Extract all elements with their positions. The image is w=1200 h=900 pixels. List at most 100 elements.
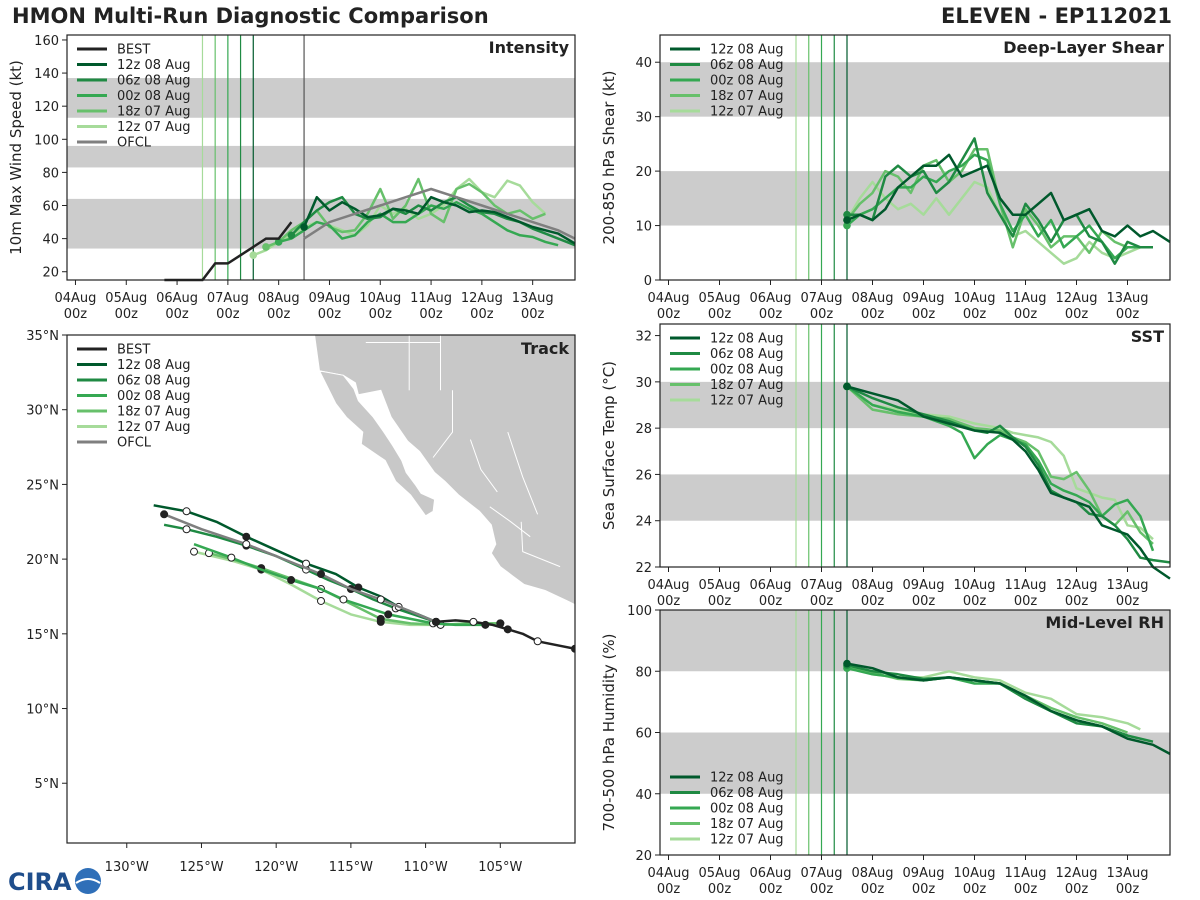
init-point-06z-08-aug: [287, 231, 296, 240]
init-point-00z-08-aug: [274, 238, 283, 246]
lat-tick-label: 35°N: [26, 329, 59, 344]
x-tick-label-day: 04Aug: [648, 578, 690, 593]
y-tick-label: 0: [644, 274, 652, 289]
x-tick-label-hour: 00z: [1014, 594, 1038, 609]
x-tick-label-hour: 00z: [657, 307, 681, 322]
lon-tick-label: 125°W: [179, 860, 223, 875]
x-tick-label-day: 10Aug: [359, 291, 401, 306]
x-tick-label-hour: 00z: [912, 882, 936, 897]
panel-frame: [66, 334, 576, 844]
x-tick-label-hour: 00z: [861, 307, 885, 322]
x-tick-label-day: 09Aug: [903, 291, 945, 306]
x-tick-label-hour: 00z: [165, 307, 189, 322]
x-tick-label-day: 07Aug: [801, 866, 843, 881]
x-tick-label-hour: 00z: [1116, 594, 1140, 609]
x-tick-label-day: 05Aug: [105, 291, 147, 306]
legend-label-00z-08-aug: 00z 08 Aug: [710, 363, 784, 378]
legend-label-06z-08-aug: 06z 08 Aug: [710, 347, 784, 362]
series-line-06z-08-aug: [846, 385, 1171, 564]
x-tick-label-day: 12Aug: [1056, 578, 1098, 593]
x-tick-label-day: 08Aug: [852, 866, 894, 881]
legend-label-00z-08-aug: 00z 08 Aug: [710, 74, 784, 89]
legend-label-18z-07-aug: 18z 07 Aug: [117, 105, 191, 120]
track-point-ofcl: [317, 570, 325, 579]
x-tick-label-hour: 00z: [470, 307, 494, 322]
legend-label-00z-08-aug: 00z 08 Aug: [117, 389, 191, 404]
x-tick-label-hour: 00z: [963, 307, 987, 322]
legend-label-best: BEST: [117, 43, 150, 58]
x-tick-label-hour: 00z: [708, 882, 732, 897]
x-tick-label-hour: 00z: [1065, 307, 1089, 322]
track-point-06z-08-aug: [182, 525, 191, 534]
x-tick-label-hour: 00z: [708, 307, 732, 322]
x-tick-label-hour: 00z: [369, 307, 393, 322]
y-tick-label: 160: [34, 34, 59, 49]
x-tick-label-hour: 00z: [708, 594, 732, 609]
x-tick-label-day: 10Aug: [954, 866, 996, 881]
y-tick-label: 26: [635, 468, 652, 483]
state-border: [432, 390, 453, 458]
panel-title: Deep-Layer Shear: [1003, 38, 1164, 57]
x-tick-label-day: 09Aug: [308, 291, 350, 306]
track-point-12z-07-aug: [317, 596, 325, 605]
legend-label-12z-07-aug: 12z 07 Aug: [710, 394, 784, 409]
state-border: [507, 431, 539, 515]
track-point-18z-07-aug: [376, 614, 385, 623]
x-tick-label-hour: 00z: [759, 307, 783, 322]
panel-track: 5°N 10°N 15°N 20°N 25°N 30°N 35°N 130°W 125°W 120…: [26, 329, 576, 875]
y-tick-label: 22: [635, 561, 652, 576]
track-point-12z-08-aug: [182, 507, 191, 516]
x-tick-label-day: 08Aug: [852, 291, 894, 306]
panel-sst: 22242628303204Aug00z05Aug00z06Aug00z07Au…: [600, 323, 1171, 609]
y-axis-label: 200-850 hPa Shear (kt): [600, 71, 618, 245]
y-tick-label: 32: [635, 330, 652, 345]
series-line-12z-08-aug: [302, 195, 576, 245]
legend-label-18z-07-aug: 18z 07 Aug: [710, 89, 784, 104]
track-layer: [153, 504, 575, 653]
y-tick-label: 10: [635, 220, 652, 235]
track-point-ofcl: [242, 540, 251, 549]
x-tick-label-day: 13Aug: [1107, 866, 1149, 881]
shaded-band: [660, 474, 1170, 521]
lon-tick-label: 130°W: [105, 860, 149, 875]
x-tick-label-hour: 00z: [1116, 307, 1140, 322]
legend-label-12z-07-aug: 12z 07 Aug: [117, 120, 191, 135]
track-point-best: [503, 625, 512, 634]
land-layer: [314, 335, 575, 606]
legend-label-ofcl: OFCL: [117, 136, 152, 151]
lat-tick-label: 5°N: [35, 777, 60, 792]
y-tick-label: 60: [635, 727, 652, 742]
x-tick-label-hour: 00z: [657, 594, 681, 609]
init-point-12z-08-aug: [843, 659, 851, 668]
x-tick-label-day: 10Aug: [954, 291, 996, 306]
legend-label-18z-07-aug: 18z 07 Aug: [710, 817, 784, 832]
y-tick-label: 80: [42, 166, 59, 181]
x-tick-label-day: 04Aug: [648, 866, 690, 881]
x-tick-label-hour: 00z: [267, 307, 291, 322]
x-tick-label-hour: 00z: [759, 882, 783, 897]
y-tick-label: 120: [34, 100, 59, 115]
x-tick-label-hour: 00z: [1014, 307, 1038, 322]
x-tick-label-day: 04Aug: [648, 291, 690, 306]
y-axis-label: Sea Surface Temp (°C): [600, 361, 618, 530]
y-axis-label: 10m Max Wind Speed (kt): [7, 60, 25, 255]
x-tick-label-day: 11Aug: [410, 291, 452, 306]
x-tick-label-hour: 00z: [1014, 882, 1038, 897]
x-tick-label-day: 11Aug: [1005, 291, 1047, 306]
legend-label-06z-08-aug: 06z 08 Aug: [117, 74, 191, 89]
legend-label-12z-08-aug: 12z 08 Aug: [117, 358, 191, 373]
land-mainland: [314, 335, 575, 606]
x-tick-label-day: 11Aug: [1005, 866, 1047, 881]
init-point-12z-08-aug: [300, 223, 308, 231]
panel-frame: [659, 323, 1171, 568]
series-line-12z-08-aug: [846, 153, 1171, 243]
lat-tick-label: 15°N: [26, 628, 59, 643]
x-tick-label-day: 13Aug: [1107, 291, 1149, 306]
x-tick-label-hour: 00z: [521, 307, 545, 322]
x-tick-label-day: 09Aug: [903, 866, 945, 881]
track-point-best: [469, 617, 478, 626]
shaded-band: [660, 732, 1170, 794]
x-tick-label-hour: 00z: [912, 307, 936, 322]
track-point-best: [571, 644, 575, 653]
